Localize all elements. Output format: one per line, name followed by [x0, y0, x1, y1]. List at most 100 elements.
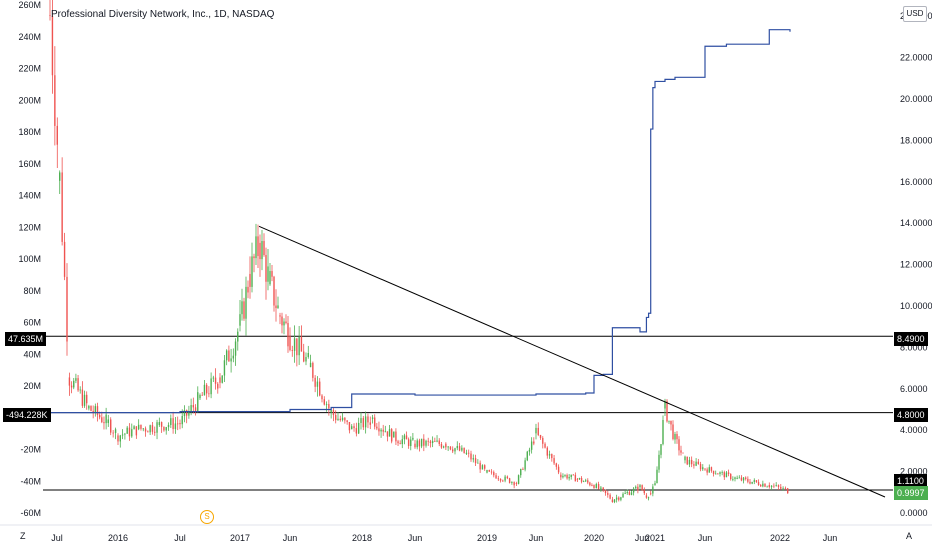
- candle-body: [520, 468, 522, 476]
- candle-body: [243, 301, 245, 319]
- left-axis-tick: 140M: [18, 191, 41, 201]
- candle-body: [786, 488, 789, 494]
- candle-body: [770, 485, 773, 488]
- candle-body: [298, 337, 300, 356]
- candle-body: [607, 493, 609, 495]
- left-axis-tick: -40M: [20, 476, 41, 486]
- candle-body: [442, 446, 445, 448]
- candle-body: [105, 414, 107, 424]
- currency-selector[interactable]: USD: [903, 6, 927, 22]
- candle-body: [557, 466, 560, 473]
- candle-body: [721, 472, 723, 473]
- candle-body: [305, 357, 307, 362]
- candle-body: [245, 286, 247, 319]
- auto-scale-toggle[interactable]: A: [906, 531, 913, 541]
- candle-body: [654, 483, 656, 486]
- candle-body: [172, 418, 174, 430]
- candle-body: [526, 451, 528, 461]
- candle-body: [131, 429, 133, 437]
- candle-body: [773, 485, 775, 487]
- candle-body: [465, 452, 468, 455]
- candle-body: [449, 446, 452, 450]
- candle-body: [291, 350, 293, 351]
- candle-body: [585, 480, 587, 482]
- candle-body: [135, 426, 138, 436]
- indicator-series-line: [50, 29, 791, 414]
- left-axis-tick: 100M: [18, 254, 41, 264]
- time-axis-tick: Jun: [283, 533, 298, 543]
- candle-body: [335, 415, 337, 421]
- time-axis-tick: Jul: [51, 533, 63, 543]
- candle-body: [355, 428, 358, 434]
- candle-body: [672, 424, 674, 440]
- left-axis-tick: 80M: [23, 286, 41, 296]
- candle-body: [285, 321, 287, 324]
- candle-body: [203, 384, 206, 396]
- candle-body: [533, 441, 535, 444]
- candle-body: [77, 378, 79, 391]
- time-axis-tick: 2016: [108, 533, 128, 543]
- right-axis-tick: 2.0000: [900, 467, 928, 477]
- candle-body: [344, 417, 346, 421]
- candle-body: [386, 431, 389, 437]
- candle-body: [110, 419, 112, 433]
- candle-body: [160, 422, 163, 427]
- candle-body: [688, 459, 691, 465]
- candle-body: [124, 433, 126, 435]
- candle-body: [587, 480, 589, 483]
- candle-body: [56, 125, 58, 145]
- candle-body: [423, 438, 425, 446]
- candle-body: [499, 478, 502, 481]
- left-axis-tick: 160M: [18, 159, 41, 169]
- left-axis-tick: 120M: [18, 222, 41, 232]
- candle-body: [641, 485, 643, 491]
- candle-body: [553, 458, 555, 464]
- candle-body: [645, 495, 648, 498]
- candle-body: [578, 478, 581, 480]
- candle-body: [68, 377, 71, 386]
- candle-body: [147, 431, 149, 433]
- candle-body: [212, 377, 215, 379]
- candle-body: [201, 394, 203, 396]
- candle-body: [508, 478, 511, 483]
- time-axis-tick: Jun: [408, 533, 423, 543]
- chart-title: Professional Diversity Network, Inc., 1D…: [51, 9, 275, 20]
- time-axis-tick: 2017: [230, 533, 250, 543]
- candle-body: [96, 406, 99, 416]
- timezone-toggle[interactable]: Z: [20, 531, 26, 541]
- candle-body: [85, 394, 88, 404]
- candle-body: [736, 477, 738, 479]
- candle-body: [775, 485, 777, 486]
- candle-body: [434, 440, 436, 442]
- candle-body: [126, 427, 128, 434]
- candle-body: [436, 440, 438, 442]
- candle-body: [620, 497, 622, 500]
- candle-body: [321, 395, 323, 400]
- candle-body: [497, 478, 500, 480]
- candle-body: [618, 497, 620, 500]
- candle-body: [481, 465, 484, 470]
- candle-body: [624, 492, 626, 494]
- right-axis-tick: 10.0000: [900, 301, 932, 311]
- candle-body: [188, 411, 190, 416]
- candle-body: [730, 473, 732, 480]
- candle-body: [273, 276, 275, 306]
- candle-body: [307, 352, 309, 358]
- candles-layer: [49, 0, 789, 504]
- candle-body: [416, 440, 418, 448]
- candle-body: [740, 477, 743, 481]
- candle-body: [544, 443, 546, 448]
- candle-body: [149, 425, 151, 433]
- candle-body: [128, 427, 131, 437]
- dividend-marker-icon[interactable]: S: [200, 510, 214, 524]
- candle-body: [652, 486, 654, 494]
- time-axis-tick: 2022: [770, 533, 790, 543]
- candle-body: [662, 420, 664, 445]
- candle-body: [412, 437, 414, 440]
- candle-body: [447, 446, 449, 448]
- candle-body: [632, 488, 635, 493]
- candle-body: [495, 475, 497, 479]
- candle-body: [611, 499, 614, 503]
- candle-body: [283, 321, 285, 326]
